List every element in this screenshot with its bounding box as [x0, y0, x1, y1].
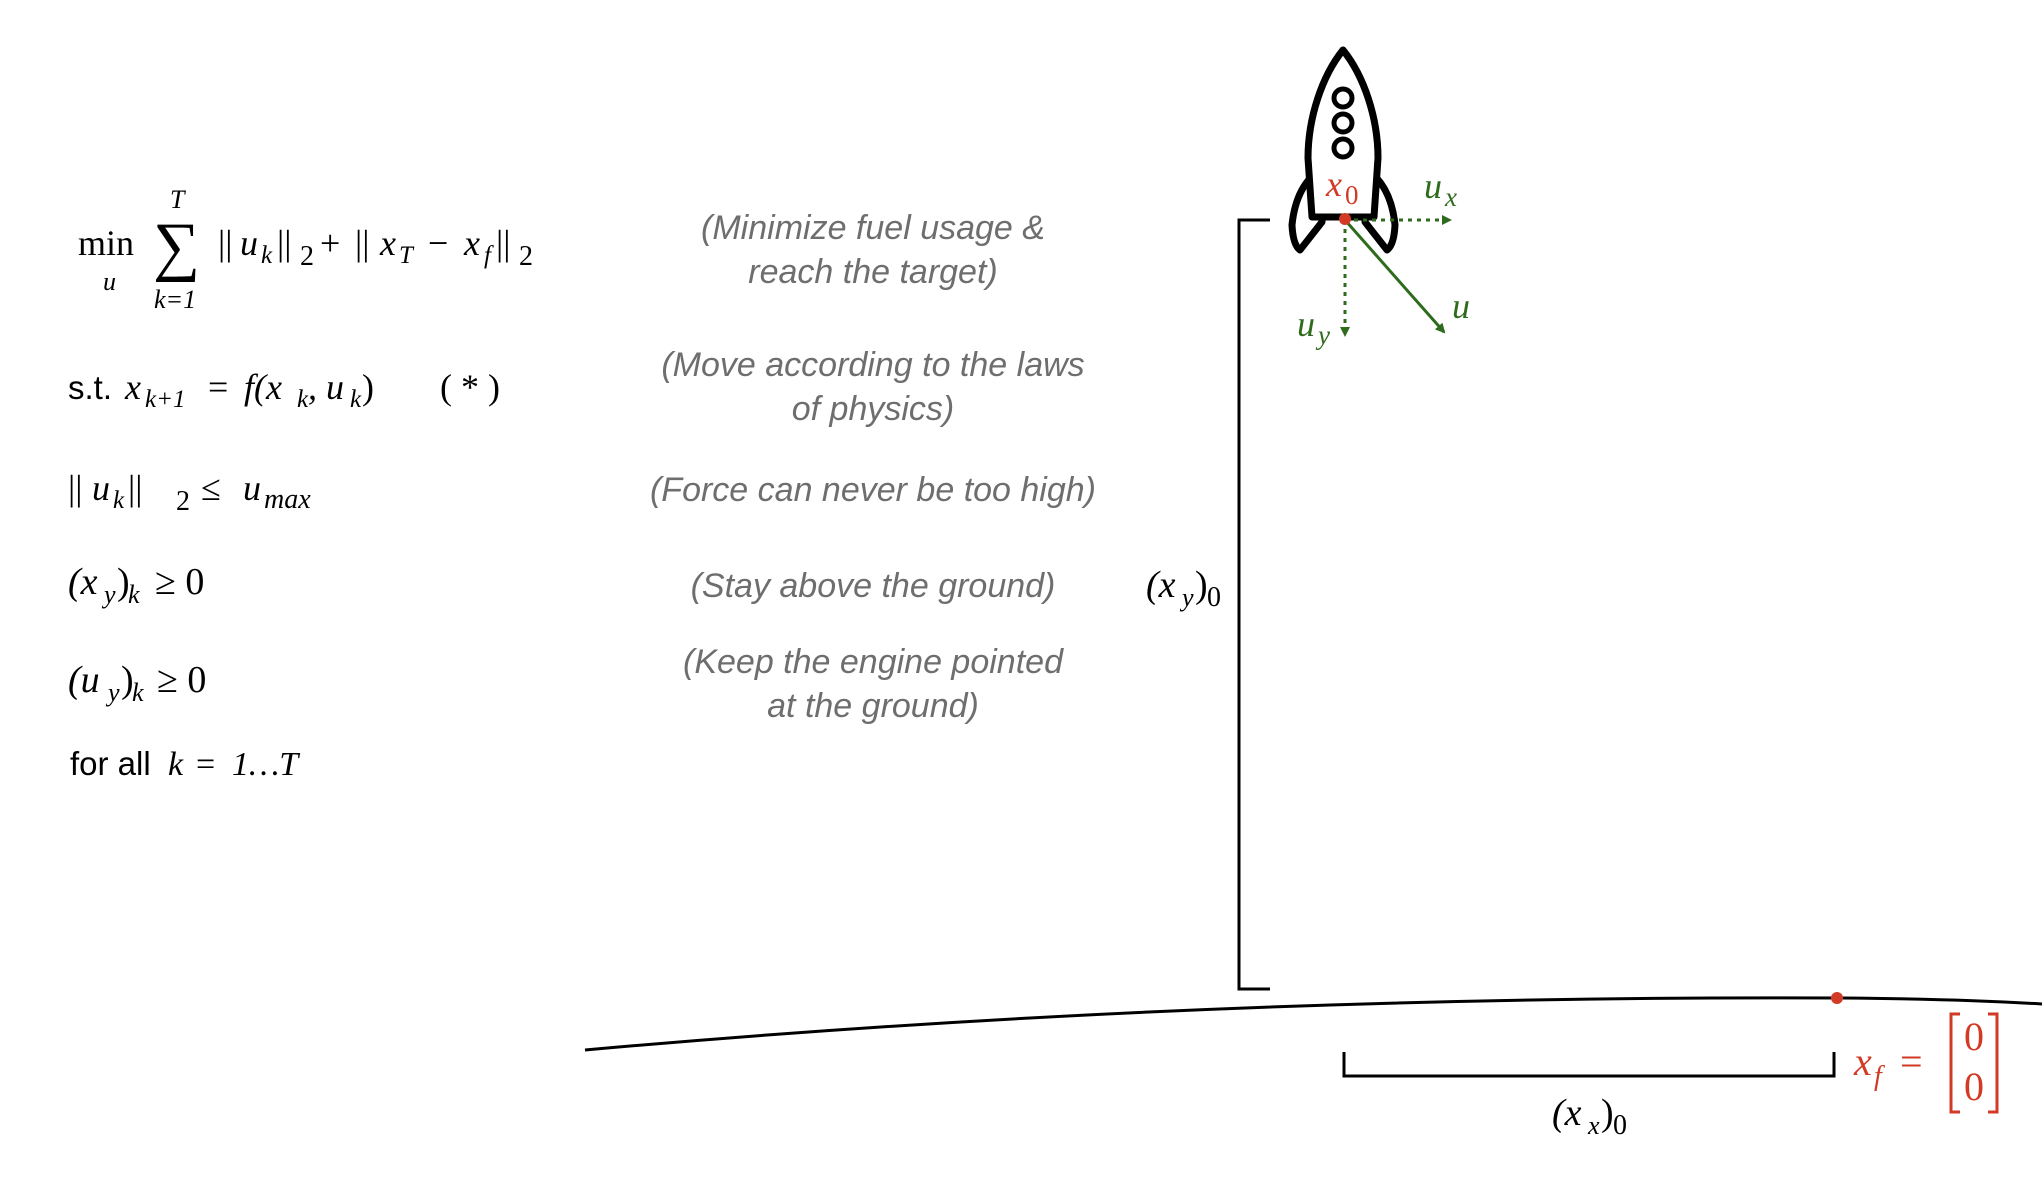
target-vector-top: 0	[1964, 1014, 1984, 1059]
svg-text:(x y ) k: (x y ) k ≥ 0	[68, 561, 204, 612]
constraint-notes: (Minimize fuel usage & reach the target)…	[650, 209, 1096, 725]
note-physics-line1: (Move according to the laws	[661, 346, 1084, 384]
note-ground: (Stay above the ground)	[691, 567, 1056, 605]
height-bracket	[1237, 218, 1270, 991]
for-all-text: for all	[70, 745, 151, 782]
initial-state-point	[1339, 213, 1351, 225]
ground-curve	[584, 996, 2042, 1052]
target-vector-right-bracket	[1988, 1012, 1999, 1114]
distance-label: (x x ) 0	[1552, 1092, 1627, 1143]
u-label: u	[1452, 286, 1470, 326]
subject-to-label: s.t.	[68, 369, 112, 406]
note-force: (Force can never be too high)	[650, 471, 1096, 509]
note-engine-line2: at the ground)	[767, 687, 979, 725]
ux-label: u x	[1424, 166, 1457, 212]
target-vector-left-bracket	[1949, 1012, 1960, 1114]
dynamics-formula: x k+1 = f(x k , u k )	[124, 367, 374, 415]
dynamics-tag: ( * )	[440, 367, 500, 407]
target-point	[1831, 992, 1843, 1004]
sum-upper-limit: T	[170, 185, 186, 214]
uy-label: u y	[1297, 304, 1330, 350]
note-physics-line2: of physics)	[792, 390, 955, 428]
rocket-icon	[1288, 46, 1399, 254]
svg-text:(u y ) k: (u y ) k ≥ 0	[68, 659, 206, 710]
engine-constraint: (u y ) k ≥ 0	[68, 659, 206, 710]
svg-text:x f =: x f =	[1853, 1039, 1923, 1094]
sum-symbol: ∑	[153, 210, 200, 283]
x0-label: x 0	[1325, 164, 1359, 210]
min-variable: u	[103, 267, 116, 296]
objective-norm-terms: || u k || 2 + || x T − x f || 2	[218, 223, 533, 273]
for-all-range: for all k = 1…T	[70, 745, 300, 783]
distance-bracket	[1342, 1052, 1836, 1078]
objective-formula: min u T ∑ k=1 || u k || 2 + || x T − x f…	[78, 185, 533, 314]
u-arrow	[1343, 219, 1446, 334]
min-operator: min	[78, 223, 134, 263]
svg-text:k = 1…T: k = 1…T	[168, 746, 300, 783]
sum-lower-limit: k=1	[154, 285, 196, 314]
height-label: (x y ) 0	[1146, 564, 1221, 615]
rocket-window-icon	[1331, 136, 1355, 160]
force-vectors	[1340, 215, 1452, 337]
target-label: x f = 0 0	[1853, 1012, 1999, 1114]
note-fuel-line2: reach the target)	[748, 253, 997, 291]
force-limit-constraint: || u k || 2 ≤ u max	[68, 468, 311, 518]
rocket-window-icon	[1331, 86, 1355, 110]
svg-text:|| u k ||: || u k || 2 ≤ u max	[68, 468, 311, 518]
dynamics-constraint: s.t. x k+1 = f(x k , u k ) ( * )	[68, 367, 500, 415]
note-fuel-line1: (Minimize fuel usage &	[701, 209, 1045, 247]
rocket-window-icon	[1331, 111, 1355, 135]
ground-constraint: (x y ) k ≥ 0	[68, 561, 204, 612]
note-engine-line1: (Keep the engine pointed	[683, 643, 1064, 681]
target-vector-bottom: 0	[1964, 1064, 1984, 1109]
